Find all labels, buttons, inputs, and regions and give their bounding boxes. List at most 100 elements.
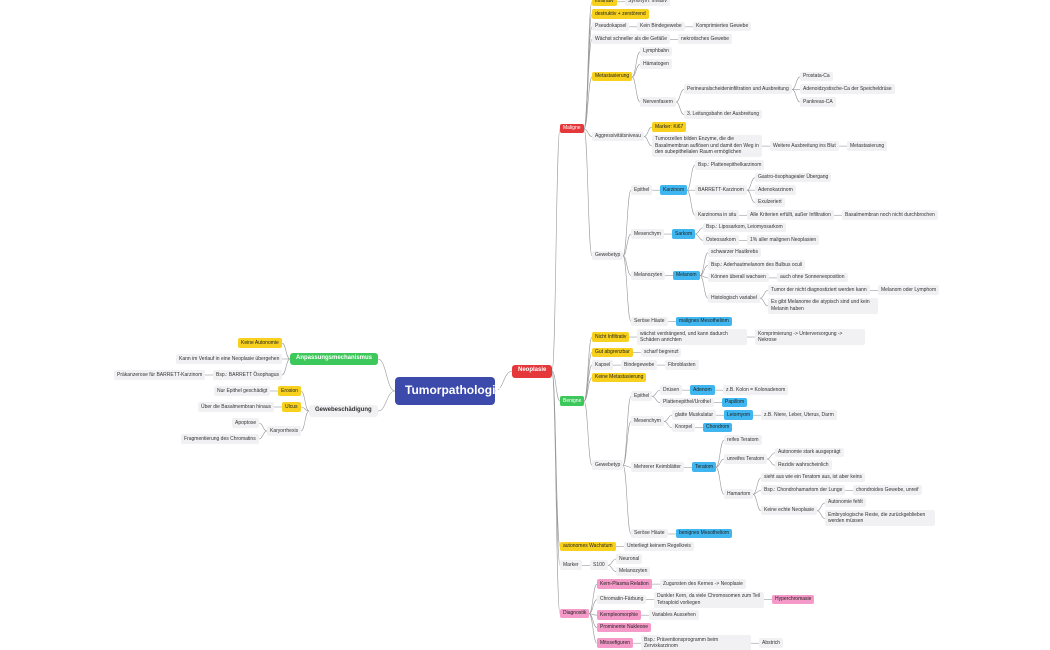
mindmap-node: Nicht Infiltrativ [592, 332, 630, 342]
mindmap-node: Kernpleomorphie [597, 610, 642, 620]
mindmap-node: Gewebeschädigung [309, 404, 378, 418]
mindmap-node: Es gibt Melanome die atypisch sind und k… [768, 297, 878, 314]
connector [651, 389, 661, 397]
connector [281, 342, 291, 360]
mindmap-node: reifes Teratom [724, 435, 762, 445]
mindmap-node: Knorpel [672, 422, 696, 433]
mindmap-node: Ulcus [282, 402, 301, 412]
connector [631, 51, 641, 78]
connector [622, 189, 632, 257]
mindmap-node: Metastasierung [847, 141, 888, 151]
mindmap-node: malignes Mesotheliom [676, 316, 732, 326]
mindmap-node: Benigne [560, 396, 585, 406]
mindmap-node: Diagnostik [560, 608, 590, 619]
mindmap-node: chondroides Gewebe, unreif [853, 485, 922, 495]
mindmap-node: Nur Epithel geschädigt [214, 386, 271, 396]
mindmap-node: Melanom [673, 270, 700, 281]
connector [281, 358, 291, 376]
mindmap-node: Drüsen [660, 385, 683, 395]
mindmap-node: Unterliegt keinem Regelkreis [624, 541, 694, 552]
mindmap-node: Bsp.: Plattenepithelkarzinom [695, 160, 765, 170]
connector [551, 370, 561, 614]
connector [699, 275, 709, 279]
connector [622, 421, 632, 466]
mindmap-node: Keine Metastasierung [592, 372, 647, 383]
connector [699, 265, 709, 276]
connector [607, 565, 617, 572]
connector [583, 352, 593, 402]
mindmap-node: Nervenfasern [640, 97, 677, 107]
connector [300, 410, 310, 432]
mindmap-node: Pseudokapsel [592, 21, 630, 32]
mindmap-node: Maligne [560, 123, 584, 134]
connector [663, 414, 673, 422]
mindmap-node: Seröse Häute [631, 316, 668, 326]
connector [766, 452, 776, 460]
mindmap-node: Leiomyom [724, 410, 754, 420]
mindmap-node: Apoptose [232, 418, 260, 428]
mindmap-node: Marker: Ki67 [652, 122, 687, 132]
connector [377, 358, 396, 392]
mindmap-node: Chondrom [703, 422, 733, 433]
mindmap-node: Erosion [278, 386, 301, 396]
mindmap-node: Dunkler Kern, da viele Chromosomen zum T… [654, 591, 764, 608]
connector [675, 101, 685, 115]
connector [300, 390, 310, 412]
mindmap-node: Bsp.: BARRETT Ösophagus [213, 370, 282, 380]
connector [588, 599, 598, 614]
mindmap-node: Marker [560, 560, 582, 570]
mindmap-node: Kein Bindegewebe [637, 21, 685, 32]
mindmap-node: Mitosefiguren [597, 638, 634, 648]
mindmap-node: Hyperchromasie [772, 594, 815, 605]
connector [631, 76, 641, 103]
mindmap-node: Kann im Verlauf in eine Neoplasie überge… [176, 354, 283, 364]
connector [622, 396, 632, 466]
mindmap-node: Exulzeriert [755, 197, 785, 208]
mindmap-node: Papillom [722, 397, 748, 408]
mindmap-node: Embryologische Reste, die zurückgebliebe… [825, 510, 935, 527]
mindmap-node: Rezidiv wahrscheinlich [775, 460, 832, 470]
mindmap-node: Komprimiertes Gewebe [693, 21, 752, 32]
mindmap-node: nekrotisches Gewebe [678, 34, 733, 44]
root-node: Tumorpathologie [395, 377, 502, 405]
mindmap-node: Karzinom [660, 185, 688, 195]
mindmap-node: Epithel [631, 391, 653, 401]
mindmap-node: Hamartom [724, 489, 754, 499]
mindmap-node: Gut abgrenzbar [592, 347, 633, 358]
mindmap-node: Adenom [690, 385, 715, 395]
mindmap-node: scharf begrenzt [641, 347, 682, 358]
connector [583, 39, 593, 130]
mindmap-node: Komprimierung -> Unterversorgung -> Nekr… [755, 329, 865, 346]
mindmap-node: Wächst schneller als die Gefäße [592, 34, 670, 44]
connector [377, 390, 396, 412]
mindmap-node: Perineuralscheideninfiltration und Ausbr… [684, 84, 792, 94]
connector [694, 233, 704, 241]
connector [583, 400, 593, 466]
mindmap-node: auch ohne Sonnenexposition [777, 272, 848, 283]
mindmap-node: Keine echte Neoplasie [761, 505, 818, 516]
connector [699, 275, 709, 299]
mindmap-node: Lymphbahn [640, 46, 672, 57]
connector [258, 430, 268, 440]
mindmap-node: sieht aus wie ein Teratom aus, ist aber … [761, 472, 866, 483]
mindmap-node: Tumorzellen bilden Enzyme, die die Basal… [652, 134, 762, 158]
connector [588, 613, 598, 644]
mindmap-node: BARRETT-Karzinom [695, 185, 747, 195]
mindmap-node: Fragmentierung des Chromatins [181, 434, 259, 444]
mindmap-node: Pankreas-CA [800, 97, 836, 107]
mindmap-node: Teratom [692, 462, 717, 472]
connector [583, 336, 593, 402]
connector [746, 177, 756, 191]
mindmap-node: Gewebetyp [592, 460, 624, 470]
mindmap-node: Plattenepithel/Urothel [660, 397, 714, 408]
connector [300, 406, 310, 412]
mindmap-node: Können überall wachsen [708, 272, 769, 283]
mindmap-node: Autonomie fehlt [825, 497, 866, 508]
connector [694, 227, 704, 235]
mindmap-node: Tumor der nicht diagnostiziert werden ka… [768, 285, 870, 295]
mindmap-node: Mehrerer Keimblätter [631, 462, 684, 472]
mindmap-node: Adenokarzinom [755, 185, 796, 195]
connector [675, 89, 685, 103]
mindmap-node: Abstrich [759, 638, 784, 648]
